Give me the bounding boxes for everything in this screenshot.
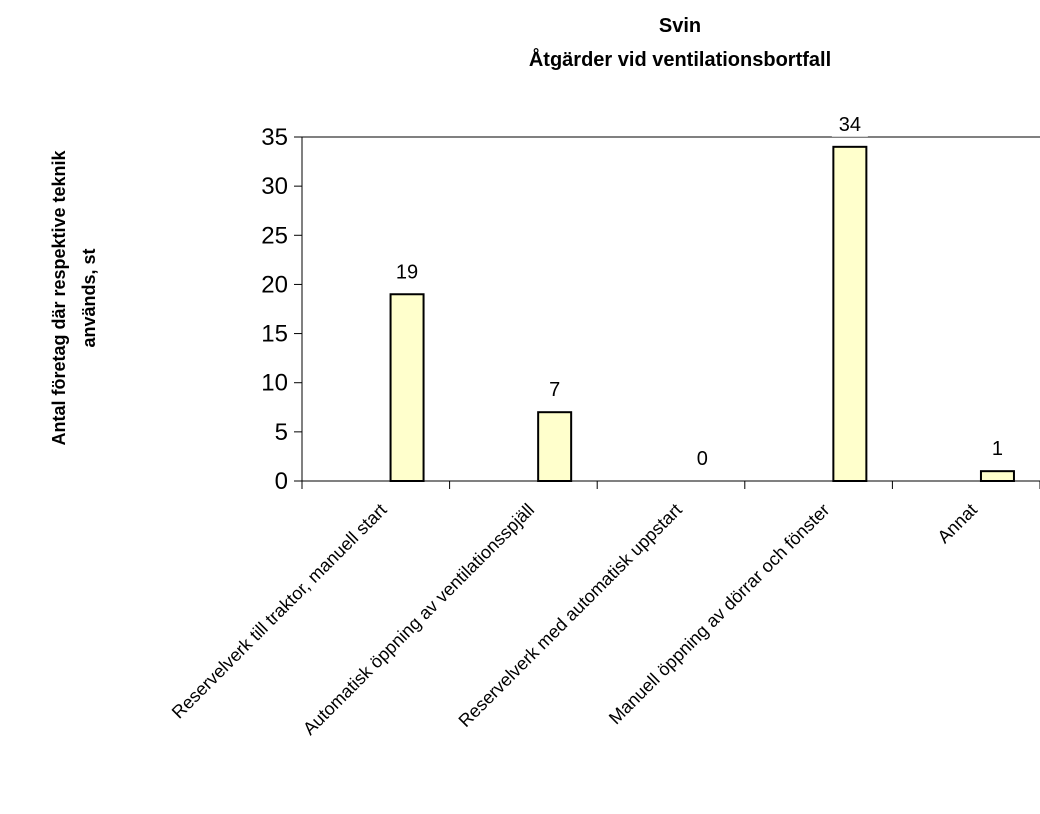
data-label: 0 xyxy=(697,448,708,470)
x-ticks xyxy=(301,481,1040,489)
chart-subtitle: Åtgärder vid ventilationsbortfall xyxy=(529,47,831,71)
data-labels: 19 7 0 34 1 xyxy=(396,110,1003,470)
y-tick-label: 35 xyxy=(261,124,288,151)
y-tick-label: 0 xyxy=(275,468,288,495)
bar xyxy=(537,411,573,483)
y-axis-label-line-2: används, st xyxy=(79,248,99,347)
bar xyxy=(389,293,425,482)
data-label: 19 xyxy=(396,261,418,283)
data-label: 7 xyxy=(549,379,560,401)
y-axis-label-line-1: Antal företag där respektive teknik xyxy=(49,149,69,445)
category-labels: Reservelverk till traktor, manuell start… xyxy=(168,500,981,739)
y-tick-label: 30 xyxy=(261,173,288,200)
data-label: 1 xyxy=(992,438,1003,460)
y-tick-label: 10 xyxy=(261,370,288,397)
y-tick-label: 20 xyxy=(261,271,288,298)
bar xyxy=(979,470,1015,482)
y-tick-label: 25 xyxy=(261,222,288,249)
x-category-label: Automatisk öppning av ventilationsspjäll xyxy=(299,500,538,739)
y-tick-label: 5 xyxy=(275,419,288,446)
data-label-backdrop xyxy=(831,110,868,137)
y-ticks: 0 5 10 15 20 25 30 35 xyxy=(261,124,302,495)
data-label: 34 xyxy=(839,114,861,136)
bar xyxy=(832,145,868,482)
y-tick-label: 15 xyxy=(261,321,288,348)
chart-title: Svin xyxy=(659,15,701,37)
x-category-label: Annat xyxy=(934,500,981,547)
bars xyxy=(389,145,1015,483)
